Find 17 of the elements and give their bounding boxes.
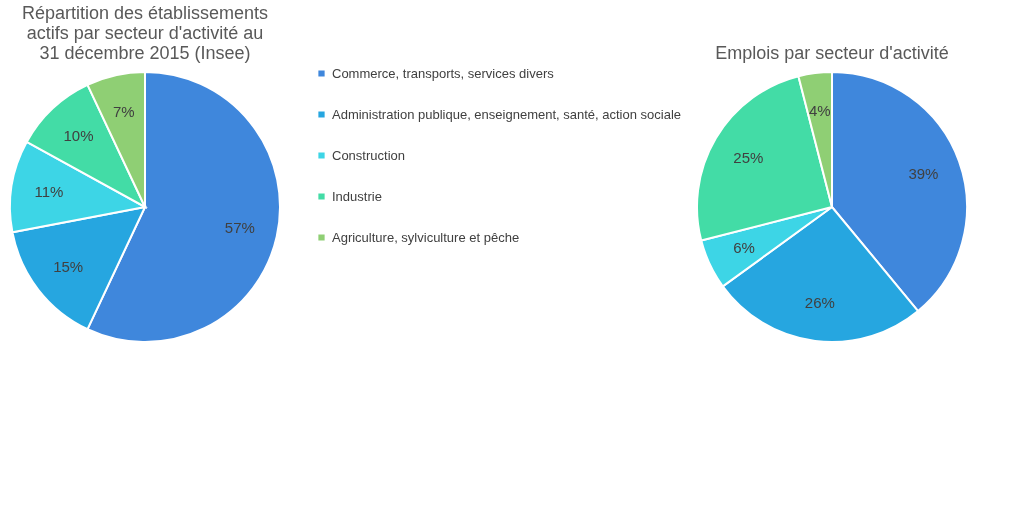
chart-title: Emplois par secteur d'activité (715, 43, 949, 63)
legend-label: Agriculture, sylviculture et pêche (332, 229, 520, 245)
data-label: 39% (908, 165, 939, 183)
data-label: 10% (63, 127, 94, 145)
legend-label: Administration publique, enseignement, santé, action sociale (332, 106, 682, 122)
data-label: 4% (808, 101, 831, 119)
chart-title: Répartition des établissements actifs par secteur d'activité au 31 décembre 2015 (Insee) (21, 3, 269, 63)
data-label: 7% (112, 103, 135, 121)
data-label: 11% (34, 182, 64, 200)
legend-label: Industrie (332, 188, 382, 204)
data-label: 15% (53, 257, 84, 275)
legend-label: Commerce, transports, services divers (332, 65, 555, 81)
data-label: 57% (224, 219, 255, 237)
data-label: 25% (733, 148, 764, 166)
legend-label: Construction (332, 147, 405, 163)
data-label: 26% (804, 294, 835, 312)
data-label: 6% (733, 239, 755, 257)
